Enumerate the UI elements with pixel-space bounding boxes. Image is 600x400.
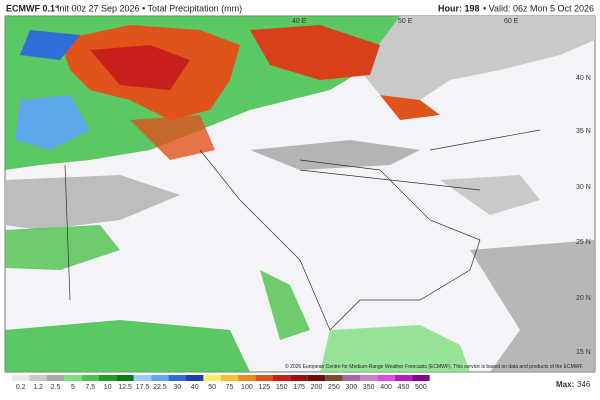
colorbar-label: 250 xyxy=(328,384,340,391)
colorbar-swatch xyxy=(342,375,360,381)
colorbar-swatch xyxy=(412,375,430,381)
colorbar-swatch xyxy=(325,375,343,381)
colorbar-label: 17.5 xyxy=(136,384,150,391)
lon-label: 40 E xyxy=(292,18,307,25)
lat-label: 15 N xyxy=(576,349,591,356)
colorbar-swatch xyxy=(151,375,169,381)
colorbar-label: 10 xyxy=(104,384,112,391)
colorbar-swatch xyxy=(255,375,273,381)
colorbar-swatch xyxy=(238,375,256,381)
colorbar-label: 100 xyxy=(241,384,253,391)
credit: © 2026 European Centre for Medium-Range … xyxy=(285,363,583,370)
lat-label: 30 N xyxy=(576,184,591,191)
colorbar-swatch xyxy=(116,375,134,381)
colorbar-label: 75 xyxy=(226,384,234,391)
colorbar-label: 22.5 xyxy=(153,384,167,391)
colorbar-label: 30 xyxy=(173,384,181,391)
colorbar-label: 500 xyxy=(415,384,427,391)
lat-labels: 40 N 35 N 30 N 25 N 20 N 15 N xyxy=(576,75,591,356)
colorbar-swatch xyxy=(29,375,47,381)
colorbar-swatch xyxy=(377,375,395,381)
colorbar-label: 125 xyxy=(258,384,270,391)
lat-label: 20 N xyxy=(576,295,591,302)
colorbar-label: 175 xyxy=(293,384,305,391)
lat-label: 35 N xyxy=(576,128,591,135)
colorbar-swatch xyxy=(307,375,326,381)
colorbar-label: 150 xyxy=(276,384,288,391)
colorbar-label: 350 xyxy=(363,384,375,391)
colorbar-swatch xyxy=(273,375,291,381)
colorbar-label: 200 xyxy=(311,384,323,391)
colorbar-label: 7.5 xyxy=(85,384,95,391)
lat-label: 40 N xyxy=(576,75,591,82)
colorbar-swatch xyxy=(81,375,99,381)
colorbar-swatch xyxy=(203,375,221,381)
colorbar-swatch xyxy=(186,375,204,381)
colorbar-swatch xyxy=(64,375,82,381)
lon-labels: 40 E 50 E 60 E xyxy=(292,18,519,25)
valid-label: • Valid: 06z Mon 5 Oct 2026 xyxy=(483,3,594,13)
colorbar: 0.2 1.2 2.5 5 7.5 10 12.5 17.5 22.5 30 40 50 75 100 12… xyxy=(12,375,430,391)
colorbar-label: 0.2 xyxy=(16,384,26,391)
colorbar-swatch xyxy=(168,375,186,381)
max-value: 346 xyxy=(577,380,591,389)
hour-label: Hour: 198 xyxy=(438,3,480,13)
colorbar-label: 1.2 xyxy=(33,384,43,391)
model-label: ECMWF 0.1° xyxy=(6,3,59,13)
init-label: Init 00z 27 Sep 2026 • Total Precipitati… xyxy=(57,3,242,13)
map xyxy=(4,15,596,373)
colorbar-swatch xyxy=(133,375,152,381)
colorbar-swatch xyxy=(360,375,378,381)
colorbar-swatch xyxy=(290,375,308,381)
colorbar-label: 300 xyxy=(345,384,357,391)
colorbar-label: 40 xyxy=(191,384,199,391)
colorbar-label: 50 xyxy=(208,384,216,391)
colorbar-label: 400 xyxy=(380,384,392,391)
colorbar-label: 5 xyxy=(71,384,75,391)
lat-label: 25 N xyxy=(576,239,591,246)
lon-label: 50 E xyxy=(398,18,413,25)
max-label: Max: xyxy=(556,380,574,389)
colorbar-label: 12.5 xyxy=(118,384,132,391)
colorbar-swatch xyxy=(12,375,30,381)
colorbar-swatch xyxy=(220,375,239,381)
colorbar-label: 450 xyxy=(398,384,410,391)
colorbar-swatch xyxy=(394,375,413,381)
colorbar-swatch xyxy=(99,375,117,381)
colorbar-label: 2.5 xyxy=(51,384,61,391)
colorbar-swatch xyxy=(46,375,65,381)
lon-label: 60 E xyxy=(504,18,519,25)
